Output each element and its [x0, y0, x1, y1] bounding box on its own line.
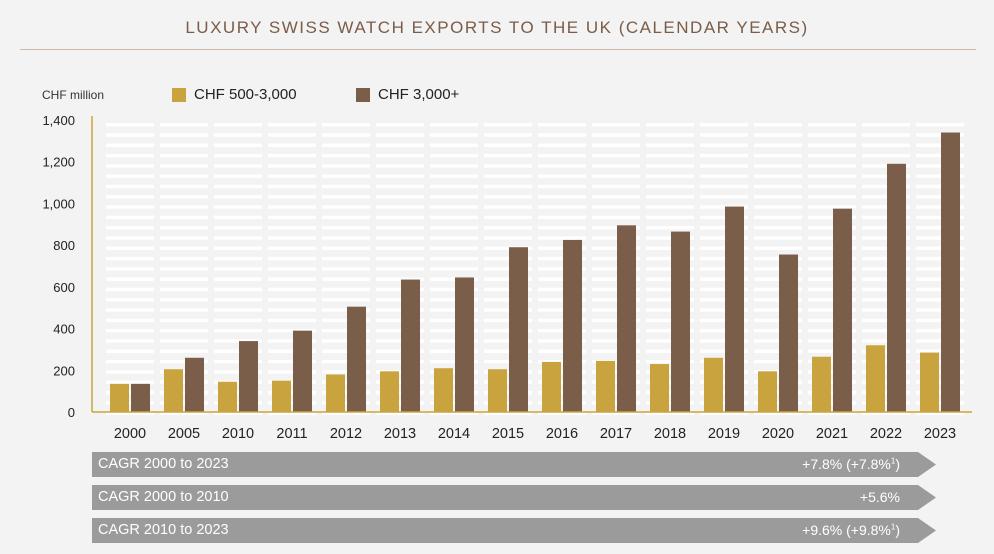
bar-chf-500-3000-2022 [866, 345, 885, 412]
x-tick-label: 2023 [924, 426, 956, 442]
bar-chf-500-3000-2015 [488, 369, 507, 412]
bar-chf-500-3000-2021 [812, 356, 831, 412]
legend-item-chf-500-3000: CHF 500-3,000 [172, 86, 297, 103]
x-tick-label: 2018 [654, 426, 686, 442]
cagr-bar-2000-2010: CAGR 2000 to 2010 +5.6% [92, 485, 936, 510]
bar-chf-3000-plus-2015 [509, 247, 528, 412]
bar-chf-500-3000-2000 [110, 383, 129, 412]
x-tick-label: 2014 [438, 426, 470, 442]
bar-chf-500-3000-2019 [704, 357, 723, 412]
x-tick-label: 2010 [222, 426, 254, 442]
legend-label-series1: CHF 500-3,000 [194, 86, 297, 103]
y-tick-label: 0 [68, 405, 75, 420]
bar-chf-500-3000-2014 [434, 368, 453, 412]
bar-chf-500-3000-2018 [650, 364, 669, 412]
bar-chf-500-3000-2020 [758, 371, 777, 412]
bar-chf-3000-plus-2022 [887, 163, 906, 412]
bar-chf-500-3000-2012 [326, 374, 345, 412]
cagr-label: CAGR 2000 to 2023 [98, 456, 229, 472]
bar-chf-3000-plus-2023 [941, 132, 960, 412]
chart-title: LUXURY SWISS WATCH EXPORTS TO THE UK (CA… [185, 18, 809, 37]
legend-label-series2: CHF 3,000+ [378, 86, 460, 103]
bar-chf-500-3000-2005 [164, 369, 183, 412]
bar-chf-500-3000-2010 [218, 381, 237, 412]
x-tick-label: 2017 [600, 426, 632, 442]
bar-chf-3000-plus-2019 [725, 206, 744, 412]
bar-chf-3000-plus-2021 [833, 208, 852, 412]
legend-swatch-series1 [172, 87, 186, 102]
cagr-bar-2010-2023: CAGR 2010 to 2023 +9.6% (+9.8%1) [92, 518, 936, 543]
cagr-value: +9.6% (+9.8%1) [802, 522, 900, 538]
bar-chf-3000-plus-2011 [293, 330, 312, 412]
bar-chf-500-3000-2016 [542, 361, 561, 412]
x-tick-label: 2012 [330, 426, 362, 442]
bar-chf-3000-plus-2000 [131, 383, 150, 412]
cagr-value: +7.8% (+7.8%1) [802, 456, 900, 472]
bar-chf-3000-plus-2005 [185, 357, 204, 412]
cagr-bar-2000-2023: CAGR 2000 to 2023 +7.8% (+7.8%1) [92, 452, 936, 477]
x-tick-label: 2022 [870, 426, 902, 442]
cagr-label: CAGR 2000 to 2010 [98, 489, 229, 505]
y-tick-label: 600 [53, 280, 75, 295]
bar-chf-3000-plus-2020 [779, 254, 798, 412]
x-tick-label: 2016 [546, 426, 578, 442]
x-tick-label: 2015 [492, 426, 524, 442]
bar-chf-3000-plus-2014 [455, 277, 474, 412]
bar-chf-500-3000-2017 [596, 360, 615, 412]
y-tick-label: 1,400 [42, 113, 75, 128]
x-tick-label: 2019 [708, 426, 740, 442]
y-tick-label: 800 [53, 238, 75, 253]
bar-chf-500-3000-2023 [920, 352, 939, 412]
x-tick-label: 2021 [816, 426, 848, 442]
x-tick-label: 2005 [168, 426, 200, 442]
bar-chf-3000-plus-2010 [239, 341, 258, 412]
bar-chf-3000-plus-2017 [617, 225, 636, 412]
bar-chf-3000-plus-2013 [401, 279, 420, 412]
cagr-value: +5.6% [859, 489, 900, 505]
legend-item-chf-3000-plus: CHF 3,000+ [356, 86, 459, 103]
title-divider [20, 49, 976, 50]
y-tick-label: 400 [53, 322, 75, 337]
bar-chf-3000-plus-2018 [671, 231, 690, 412]
bar-chart: 0 200 400 600 800 1,000 1,200 1,400 2000 2005 2010… [42, 113, 972, 442]
x-tick-label: 2011 [276, 426, 307, 442]
x-tick-label: 2000 [114, 426, 146, 442]
y-axis-unit-label: CHF million [42, 88, 105, 102]
bar-chf-500-3000-2011 [272, 380, 291, 412]
cagr-label: CAGR 2010 to 2023 [98, 522, 229, 538]
legend-swatch-series2 [356, 87, 370, 102]
bar-chf-3000-plus-2016 [563, 239, 582, 412]
y-tick-label: 200 [53, 363, 75, 378]
x-tick-label: 2013 [384, 426, 416, 442]
x-tick-label: 2020 [762, 426, 794, 442]
gridlines [106, 123, 964, 415]
y-tick-label: 1,200 [42, 155, 75, 170]
bar-chf-500-3000-2013 [380, 371, 399, 412]
y-tick-label: 1,000 [42, 196, 75, 211]
bar-chf-3000-plus-2012 [347, 306, 366, 412]
